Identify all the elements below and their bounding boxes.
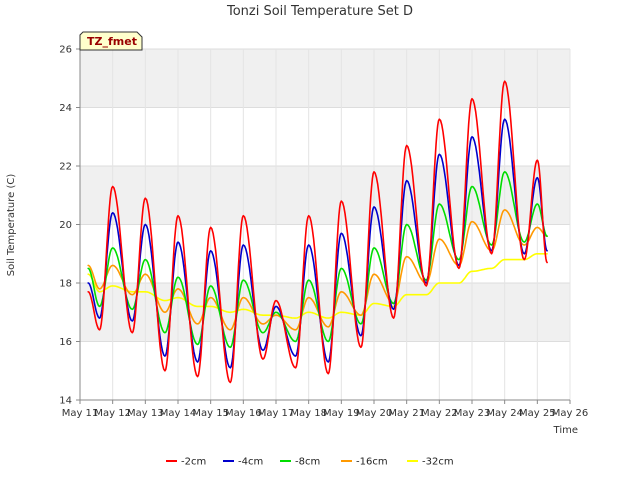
y-tick-label: 26	[59, 45, 72, 56]
x-tick-label: May 22	[421, 408, 458, 419]
series-lines	[87, 80, 548, 384]
axes	[76, 48, 571, 404]
legend-label: -32cm	[422, 457, 454, 468]
x-axis-label: Time	[553, 425, 578, 436]
plot-band	[80, 224, 570, 283]
site-badge-box	[79, 31, 143, 51]
legend-label: -8cm	[295, 457, 320, 468]
x-tick-label: May 21	[388, 408, 425, 419]
y-tick-label: 14	[59, 396, 72, 407]
plot-band	[80, 166, 570, 225]
site-badge-label: TZ_fmet	[87, 35, 137, 48]
y-tick-label: 18	[59, 279, 72, 290]
series-line-32cmcm	[87, 253, 548, 319]
legend-label: -16cm	[356, 457, 388, 468]
y-tick-labels: 14 16 18 20 22 24 26	[59, 45, 72, 407]
x-tick-label: May 25	[519, 408, 556, 419]
plot-band	[80, 49, 570, 108]
legend: -2cm -4cm -8cm -16cm -32cm	[166, 457, 454, 468]
x-tick-label: May 13	[127, 408, 164, 419]
x-tick-label: May 15	[192, 408, 229, 419]
y-tick-label: 16	[59, 337, 72, 348]
series-line-2cmcm	[87, 80, 548, 384]
site-badge: TZ_fmet	[79, 31, 143, 51]
x-tick-label: May 14	[160, 408, 197, 419]
x-tick-label: May 17	[258, 408, 295, 419]
y-axis-label: Soil Temperature (C)	[6, 174, 17, 277]
y-tick-label: 22	[59, 162, 72, 173]
x-tick-label: May 11	[62, 408, 99, 419]
x-tick-label: May 19	[323, 408, 360, 419]
x-tick-label: May 18	[290, 408, 327, 419]
plot-band	[80, 107, 570, 166]
x-tick-label: May 24	[486, 408, 523, 419]
x-tick-label: May 16	[225, 408, 262, 419]
legend-label: -4cm	[238, 457, 263, 468]
x-tick-label: May 12	[94, 408, 131, 419]
legend-label: -2cm	[181, 457, 206, 468]
x-tick-label: May 20	[356, 408, 393, 419]
chart-title: Tonzi Soil Temperature Set D	[226, 4, 413, 19]
plot-bands	[80, 49, 570, 400]
y-tick-label: 24	[59, 103, 72, 114]
plot-band	[80, 283, 570, 342]
x-tick-label: May 23	[454, 408, 491, 419]
y-tick-label: 20	[59, 220, 72, 231]
x-tick-label: May 26	[552, 408, 589, 419]
